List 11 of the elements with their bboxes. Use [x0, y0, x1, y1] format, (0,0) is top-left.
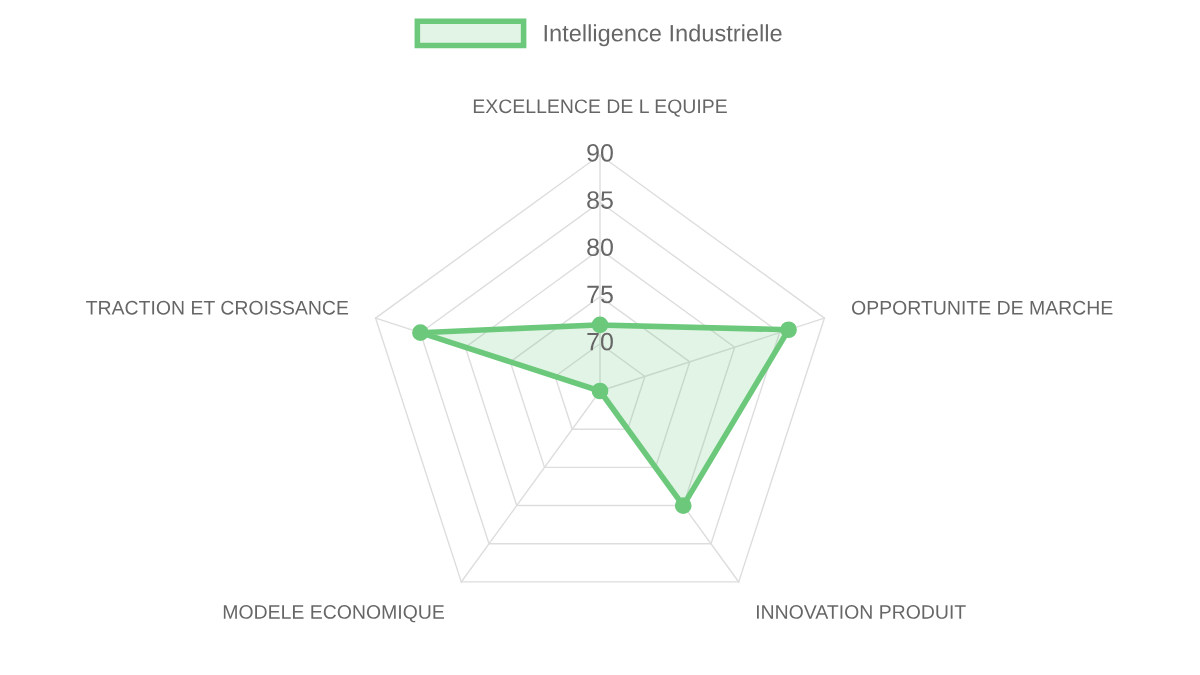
spoke-label: OPPORTUNITE DE MARCHE	[852, 300, 1113, 315]
y-tick-label: 70	[587, 332, 613, 351]
y-tick-label: 75	[587, 285, 613, 304]
spoke-label: INNOVATION PRODUIT	[756, 605, 966, 619]
spoke-label: TRACTION ET CROISSANCE	[86, 300, 349, 315]
y-tick-label: 90	[587, 144, 613, 162]
y-tick-label: 85	[587, 191, 613, 209]
legend-label: Intelligence Industrielle	[544, 24, 782, 47]
y-tick-label: 80	[587, 238, 613, 257]
spoke-label: EXCELLENCE DE L EQUIPE	[473, 99, 727, 117]
spoke-label: MODELE ECONOMIQUE	[223, 605, 444, 623]
